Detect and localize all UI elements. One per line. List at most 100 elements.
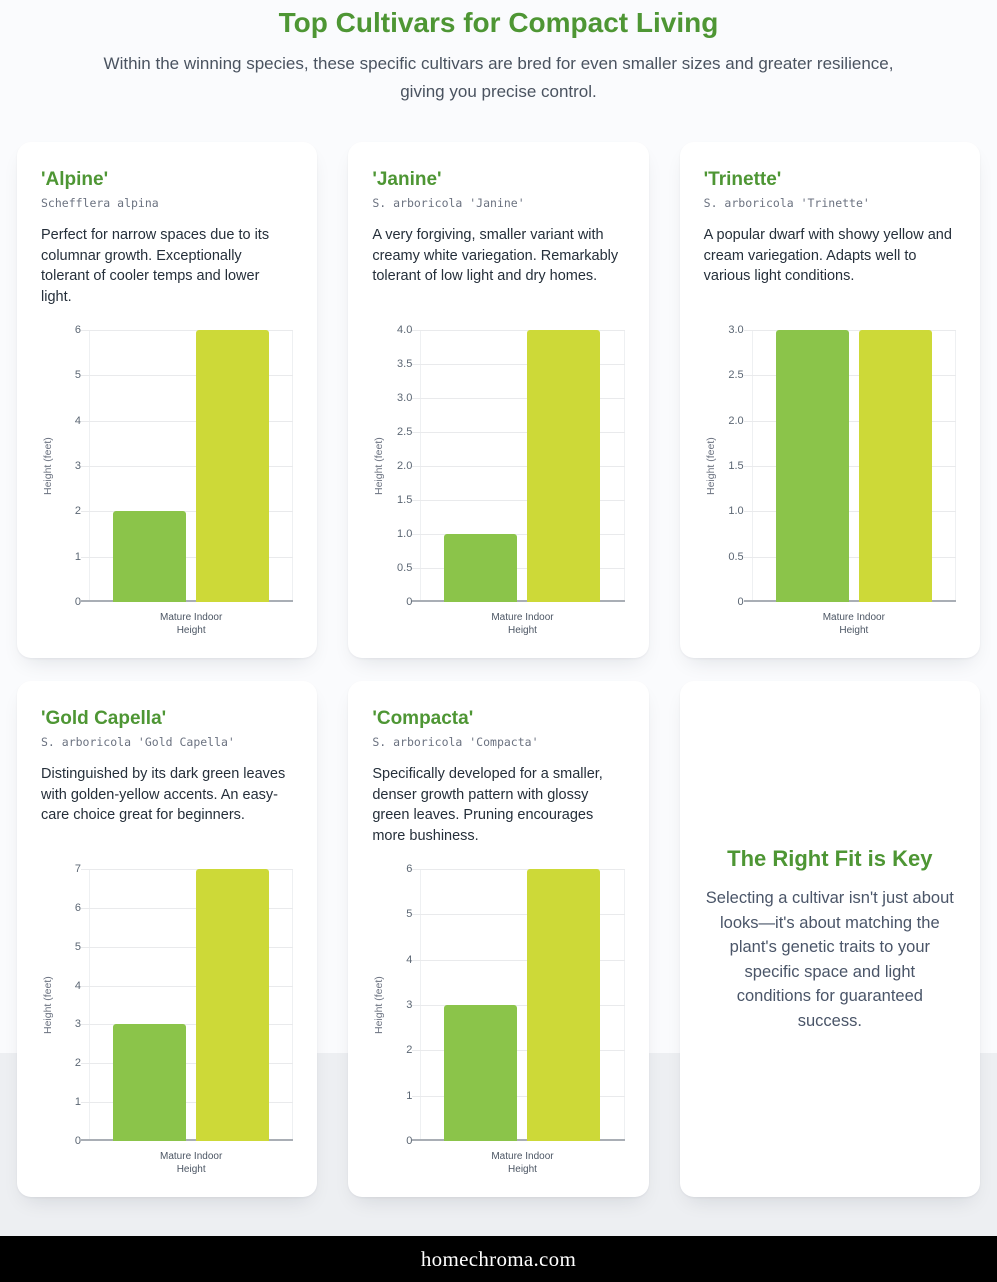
x-axis-line xyxy=(81,600,294,602)
gridline xyxy=(412,959,625,961)
y-axis-title: Height (feet) xyxy=(704,437,717,495)
gridline xyxy=(81,511,294,513)
info-card-title: The Right Fit is Key xyxy=(727,846,933,871)
y-tick-label: 4 xyxy=(406,953,413,966)
y-tick-label: 2.0 xyxy=(728,414,744,427)
y-tick-label: 4.0 xyxy=(397,324,413,336)
cultivar-card-trinette: 'Trinette' S. arboricola 'Trinette' A po… xyxy=(679,142,980,658)
plot-row: 6 5 4 3 2 1 0 xyxy=(55,324,294,608)
gridline xyxy=(412,534,625,535)
cultivar-card-alpine: 'Alpine' Schefflera alpina Perfect for n… xyxy=(17,142,318,658)
cultivar-description: A very forgiving, smaller variant with c… xyxy=(372,227,619,284)
plot-area xyxy=(412,330,625,602)
y-tick-label: 5 xyxy=(74,369,81,382)
cultivar-description: Perfect for narrow spaces due to its col… xyxy=(41,227,270,305)
page-title: Top Cultivars for Compact Living xyxy=(278,7,719,38)
gridline xyxy=(81,869,294,870)
info-card-text: Selecting a cultivar isn't just about lo… xyxy=(705,889,954,1030)
footer-bar: homechroma.com xyxy=(0,1236,997,1282)
gridline xyxy=(412,568,625,569)
y-tick-label: 3.0 xyxy=(397,392,413,404)
y-axis-ticks: 4.0 3.5 3.0 2.5 2.0 1.5 1.0 0.5 0 xyxy=(386,324,413,608)
gridline xyxy=(412,500,625,501)
y-axis-ticks: 7 6 5 4 3 2 1 0 xyxy=(55,863,81,1147)
gridline xyxy=(412,364,625,365)
gridline xyxy=(81,1024,294,1026)
y-axis-ticks: 6 5 4 3 2 1 0 xyxy=(55,324,81,608)
cultivar-description: Distinguished by its dark green leaves w… xyxy=(41,766,286,823)
chart-area: 7 6 5 4 3 2 1 0 Mature Indoor Height xyxy=(55,863,294,1176)
y-tick-label: 2.5 xyxy=(728,369,744,382)
page-subtitle: Within the winning species, these specif… xyxy=(103,54,894,101)
x-axis-line xyxy=(743,600,956,602)
gridline xyxy=(412,1050,625,1052)
cards-grid: 'Alpine' Schefflera alpina Perfect for n… xyxy=(17,142,980,1197)
plot-area xyxy=(81,330,294,602)
y-tick-label: 0 xyxy=(737,596,744,608)
x-tick-label: Mature Indoor Height xyxy=(89,1150,293,1176)
plot-area xyxy=(412,869,625,1141)
y-tick-label: 2.0 xyxy=(397,460,413,472)
cultivar-name: 'Gold Capella' xyxy=(41,708,167,729)
bar xyxy=(527,330,601,602)
y-tick-label: 2 xyxy=(74,1057,81,1070)
species-name: S. arboricola 'Trinette' xyxy=(703,196,870,210)
x-axis-line xyxy=(81,1139,294,1141)
cultivar-name: 'Compacta' xyxy=(372,708,474,729)
y-tick-label: 4 xyxy=(74,414,81,427)
gridline xyxy=(81,1063,294,1065)
gridline xyxy=(412,914,625,916)
plot-area xyxy=(743,330,956,602)
gridline xyxy=(81,1102,294,1104)
plot-row: 4.0 3.5 3.0 2.5 2.0 1.5 1.0 0.5 0 xyxy=(386,324,625,608)
species-name: S. arboricola 'Janine' xyxy=(372,196,525,210)
y-axis-title: Height (feet) xyxy=(373,437,386,495)
cultivar-card-compacta: 'Compacta' S. arboricola 'Compacta' Spec… xyxy=(348,681,649,1197)
plot-row: 6 5 4 3 2 1 0 xyxy=(386,863,625,1147)
gridline xyxy=(412,330,625,331)
gridline xyxy=(412,1095,625,1097)
bar xyxy=(196,330,270,602)
bar xyxy=(858,330,932,602)
y-tick-label: 6 xyxy=(406,863,413,875)
y-axis-ticks: 6 5 4 3 2 1 0 xyxy=(386,863,413,1147)
x-tick-label: Mature Indoor Height xyxy=(752,611,956,637)
y-tick-label: 4 xyxy=(74,979,81,992)
species-name: S. arboricola 'Gold Capella' xyxy=(41,735,235,749)
x-tick-label-text: Mature Indoor Height xyxy=(160,612,223,636)
y-tick-label: 5 xyxy=(406,908,413,921)
cultivar-name: 'Alpine' xyxy=(41,169,109,190)
y-tick-label: 0 xyxy=(406,596,413,608)
gridline xyxy=(81,946,294,948)
y-tick-label: 0.5 xyxy=(728,550,744,563)
footer-site-name: homechroma.com xyxy=(420,1246,577,1271)
y-tick-label: 3.0 xyxy=(728,324,744,336)
cultivar-description: A popular dwarf with showy yellow and cr… xyxy=(703,227,952,284)
y-axis-ticks: 3.0 2.5 2.0 1.5 1.0 0.5 0 xyxy=(718,324,744,608)
y-tick-label: 1.5 xyxy=(728,460,744,472)
plot-area xyxy=(81,869,294,1141)
y-tick-label: 1.0 xyxy=(728,505,744,518)
gridline xyxy=(81,907,294,909)
height-bar-chart: Height (feet) 3.0 2.5 2.0 1.5 1.0 0.5 0 Mature I… xyxy=(704,324,956,637)
gridline xyxy=(412,869,625,870)
cultivar-name: 'Janine' xyxy=(372,169,442,190)
x-tick-label: Mature Indoor Height xyxy=(420,1150,624,1176)
bar xyxy=(444,534,518,602)
gridline xyxy=(412,432,625,433)
gridline xyxy=(743,511,956,513)
gridline xyxy=(81,466,294,467)
plot-row: 7 6 5 4 3 2 1 0 xyxy=(55,863,294,1147)
gridline xyxy=(743,556,956,558)
bar xyxy=(113,511,187,602)
chart-area: 6 5 4 3 2 1 0 Mature Indoor Height xyxy=(55,324,294,637)
cultivar-description: Specifically developed for a smaller, de… xyxy=(372,766,603,844)
species-name: Schefflera alpina xyxy=(41,196,159,210)
y-tick-label: 6 xyxy=(74,901,81,914)
info-card-right-fit: The Right Fit is Key Selecting a cultiva… xyxy=(679,681,980,1197)
x-tick-label-text: Mature Indoor Height xyxy=(160,1151,223,1175)
y-axis-title: Height (feet) xyxy=(42,976,54,1034)
y-tick-label: 3 xyxy=(406,999,413,1011)
x-axis-line xyxy=(412,1139,625,1141)
